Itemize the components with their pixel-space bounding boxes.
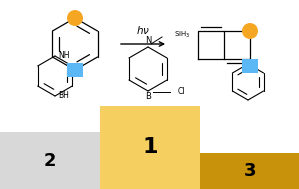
Text: N: N — [145, 36, 151, 45]
Circle shape — [67, 10, 83, 26]
Text: BH: BH — [58, 91, 69, 101]
Text: 2: 2 — [44, 152, 56, 170]
Bar — [200, 153, 299, 189]
Text: $h\nu$: $h\nu$ — [136, 24, 150, 36]
Bar — [0, 132, 100, 189]
Text: Cl: Cl — [178, 88, 185, 97]
Text: NH: NH — [58, 50, 69, 60]
Text: SiH$_3$: SiH$_3$ — [174, 30, 190, 40]
Text: 1: 1 — [143, 137, 158, 157]
Bar — [242, 59, 258, 73]
Circle shape — [242, 23, 258, 39]
Text: 3: 3 — [243, 162, 256, 180]
Bar — [67, 63, 83, 77]
Bar — [100, 106, 200, 189]
Text: B: B — [145, 92, 151, 101]
